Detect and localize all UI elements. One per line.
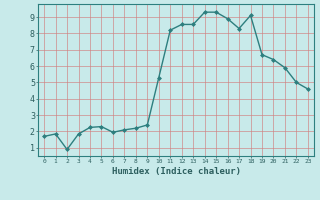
- X-axis label: Humidex (Indice chaleur): Humidex (Indice chaleur): [111, 167, 241, 176]
